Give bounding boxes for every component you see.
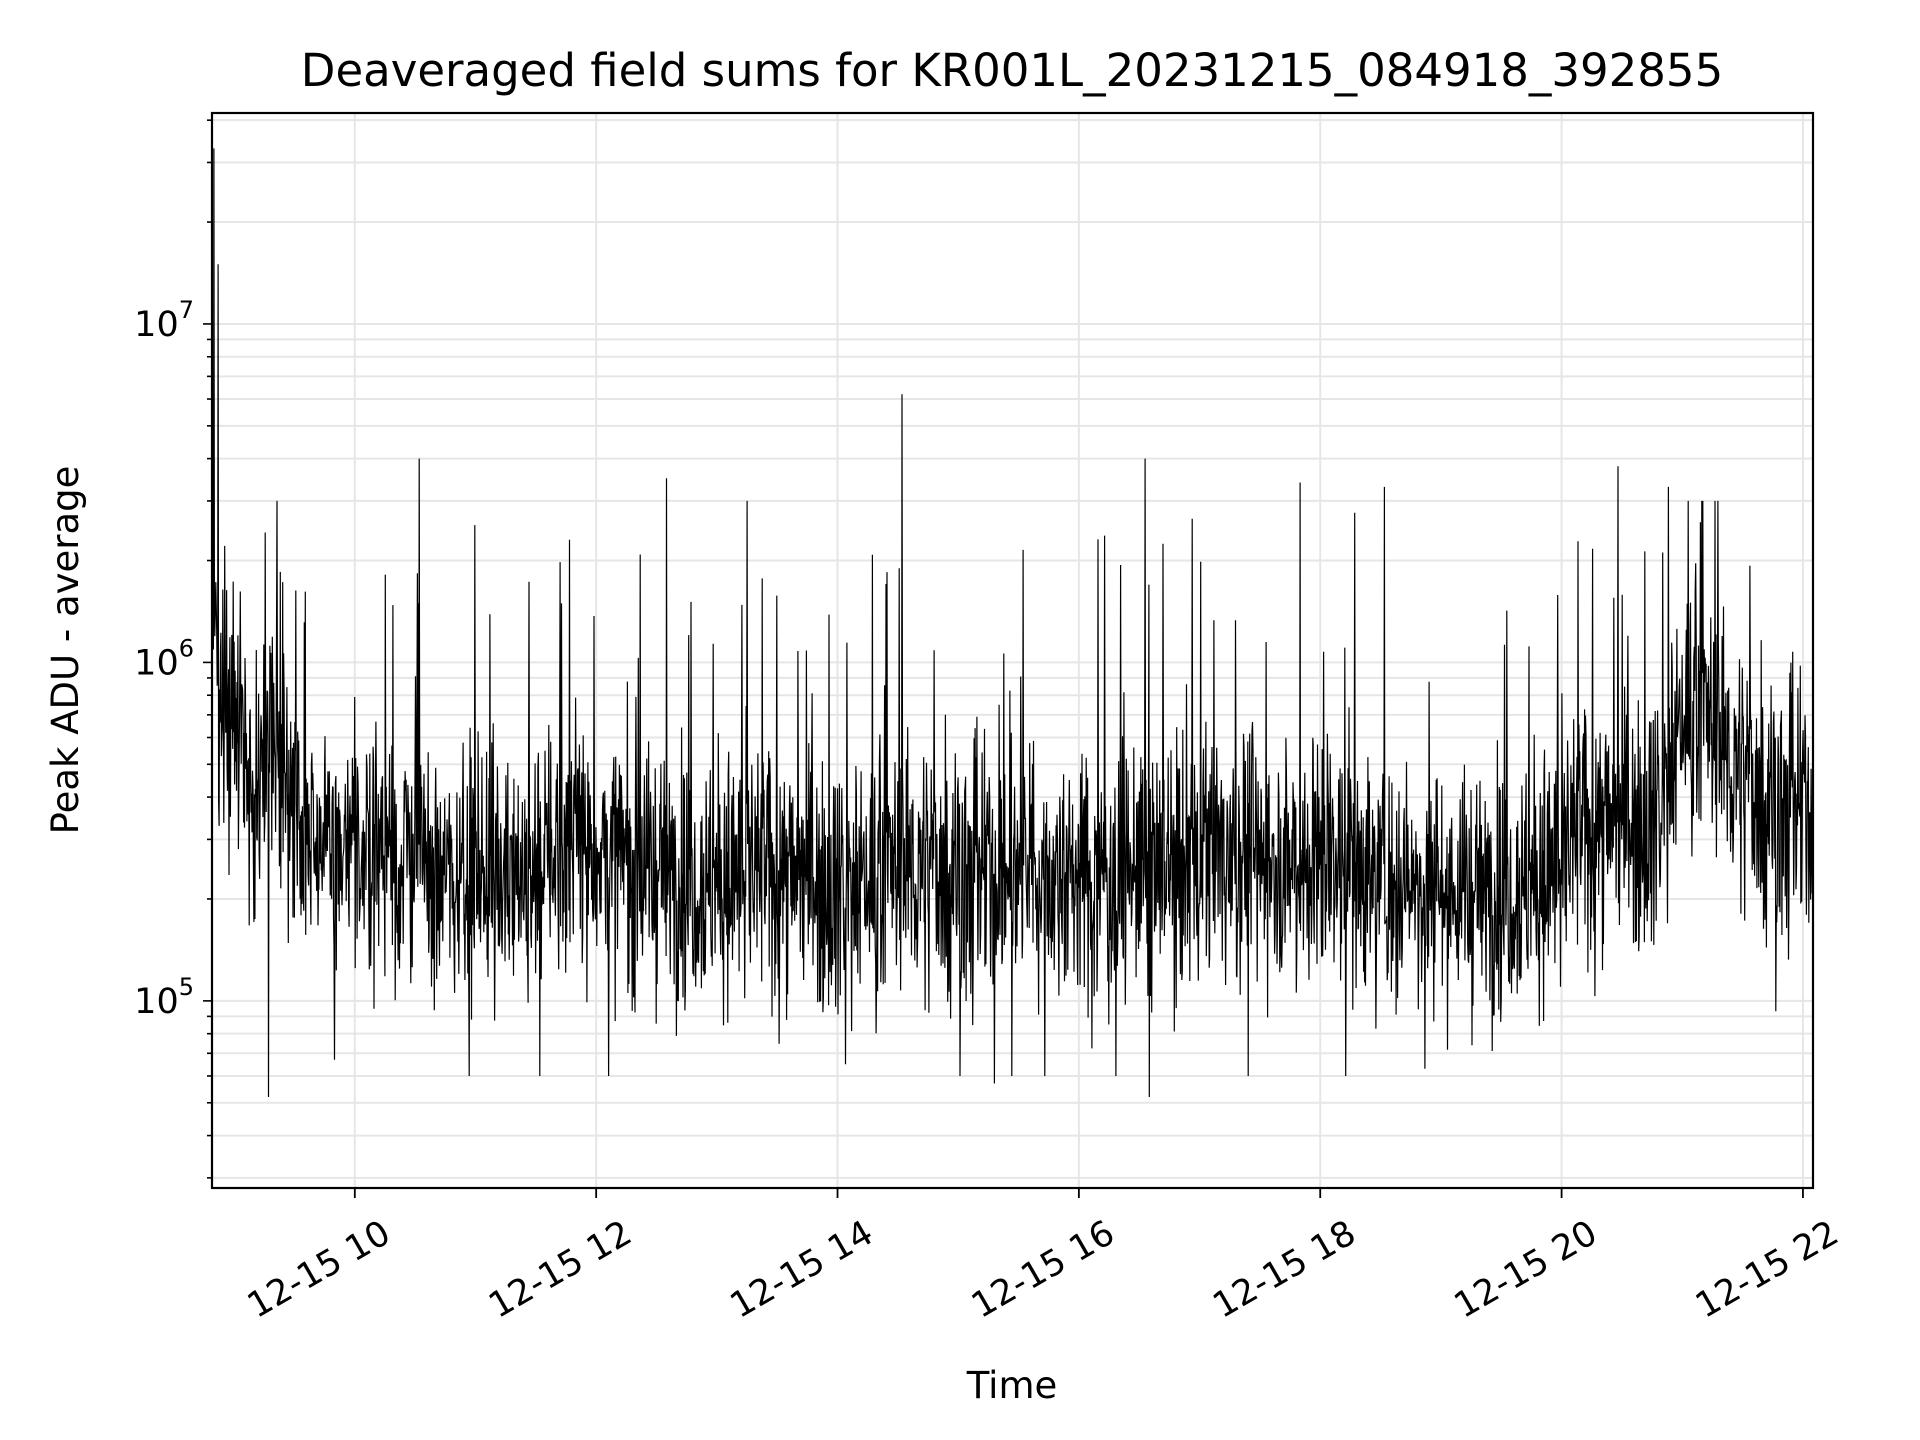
y-tick-label: 106 — [134, 634, 194, 683]
y-tick-label: 105 — [134, 973, 194, 1022]
series-line — [211, 148, 1814, 1144]
plot-frame — [210, 111, 1815, 1190]
x-axis-label: Time — [966, 1364, 1058, 1407]
data-line — [211, 148, 1814, 1144]
y-tick-base: 10 — [134, 305, 179, 345]
chart-title: Deaveraged field sums for KR001L_2023121… — [301, 44, 1723, 97]
y-axis-label: Peak ADU - average — [44, 466, 87, 835]
y-tick-exponent: 7 — [179, 296, 194, 324]
y-tick-base: 10 — [134, 643, 179, 683]
y-tick-label: 107 — [134, 296, 194, 345]
y-tick-base: 10 — [134, 982, 179, 1022]
y-tick-exponent: 6 — [179, 634, 194, 662]
y-tick-exponent: 5 — [179, 973, 194, 1001]
